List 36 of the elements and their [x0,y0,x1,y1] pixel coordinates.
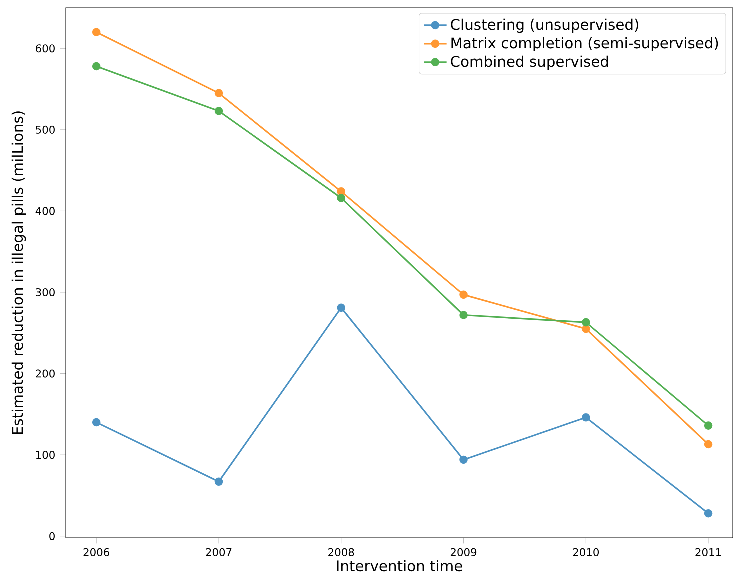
point [337,188,346,196]
point [214,107,224,116]
y-tick-label: 0 [50,532,55,540]
point [704,440,713,449]
point [92,62,101,71]
point [92,418,101,427]
x-tick-label: 2008 [328,548,354,556]
legend-label: Matrix completion (semi-supervised) [452,37,718,52]
y-axis-title: Estimated reduction in illegal pills (milLions) [12,112,26,434]
point [214,89,224,98]
point [582,318,590,327]
x-tick-label: 2007 [206,548,232,556]
point [460,311,468,320]
point [214,478,224,486]
y-tick-label: 400 [36,207,55,216]
y-tick-label: 100 [36,451,55,460]
x-axis-title: Intervention time [337,560,462,572]
x-tick-label: 2009 [450,548,477,556]
legend-label: Combined supervised [451,56,608,70]
y-tick-label: 600 [36,44,55,53]
point [460,456,468,464]
point [92,28,101,37]
point [582,324,590,334]
y-tick-label: 300 [36,288,55,297]
point [704,422,713,430]
x-tick-label: 2010 [573,548,600,556]
point [460,290,468,300]
point [337,304,346,312]
y-tick-label: 200 [36,370,55,378]
x-tick-label: 2011 [696,548,722,556]
x-tick-label: 2006 [84,548,110,556]
point [582,414,590,422]
legend-label: Clustering (unsupervised) [451,18,638,34]
point [704,509,713,518]
y-tick-label: 500 [36,126,55,134]
point [337,194,346,202]
